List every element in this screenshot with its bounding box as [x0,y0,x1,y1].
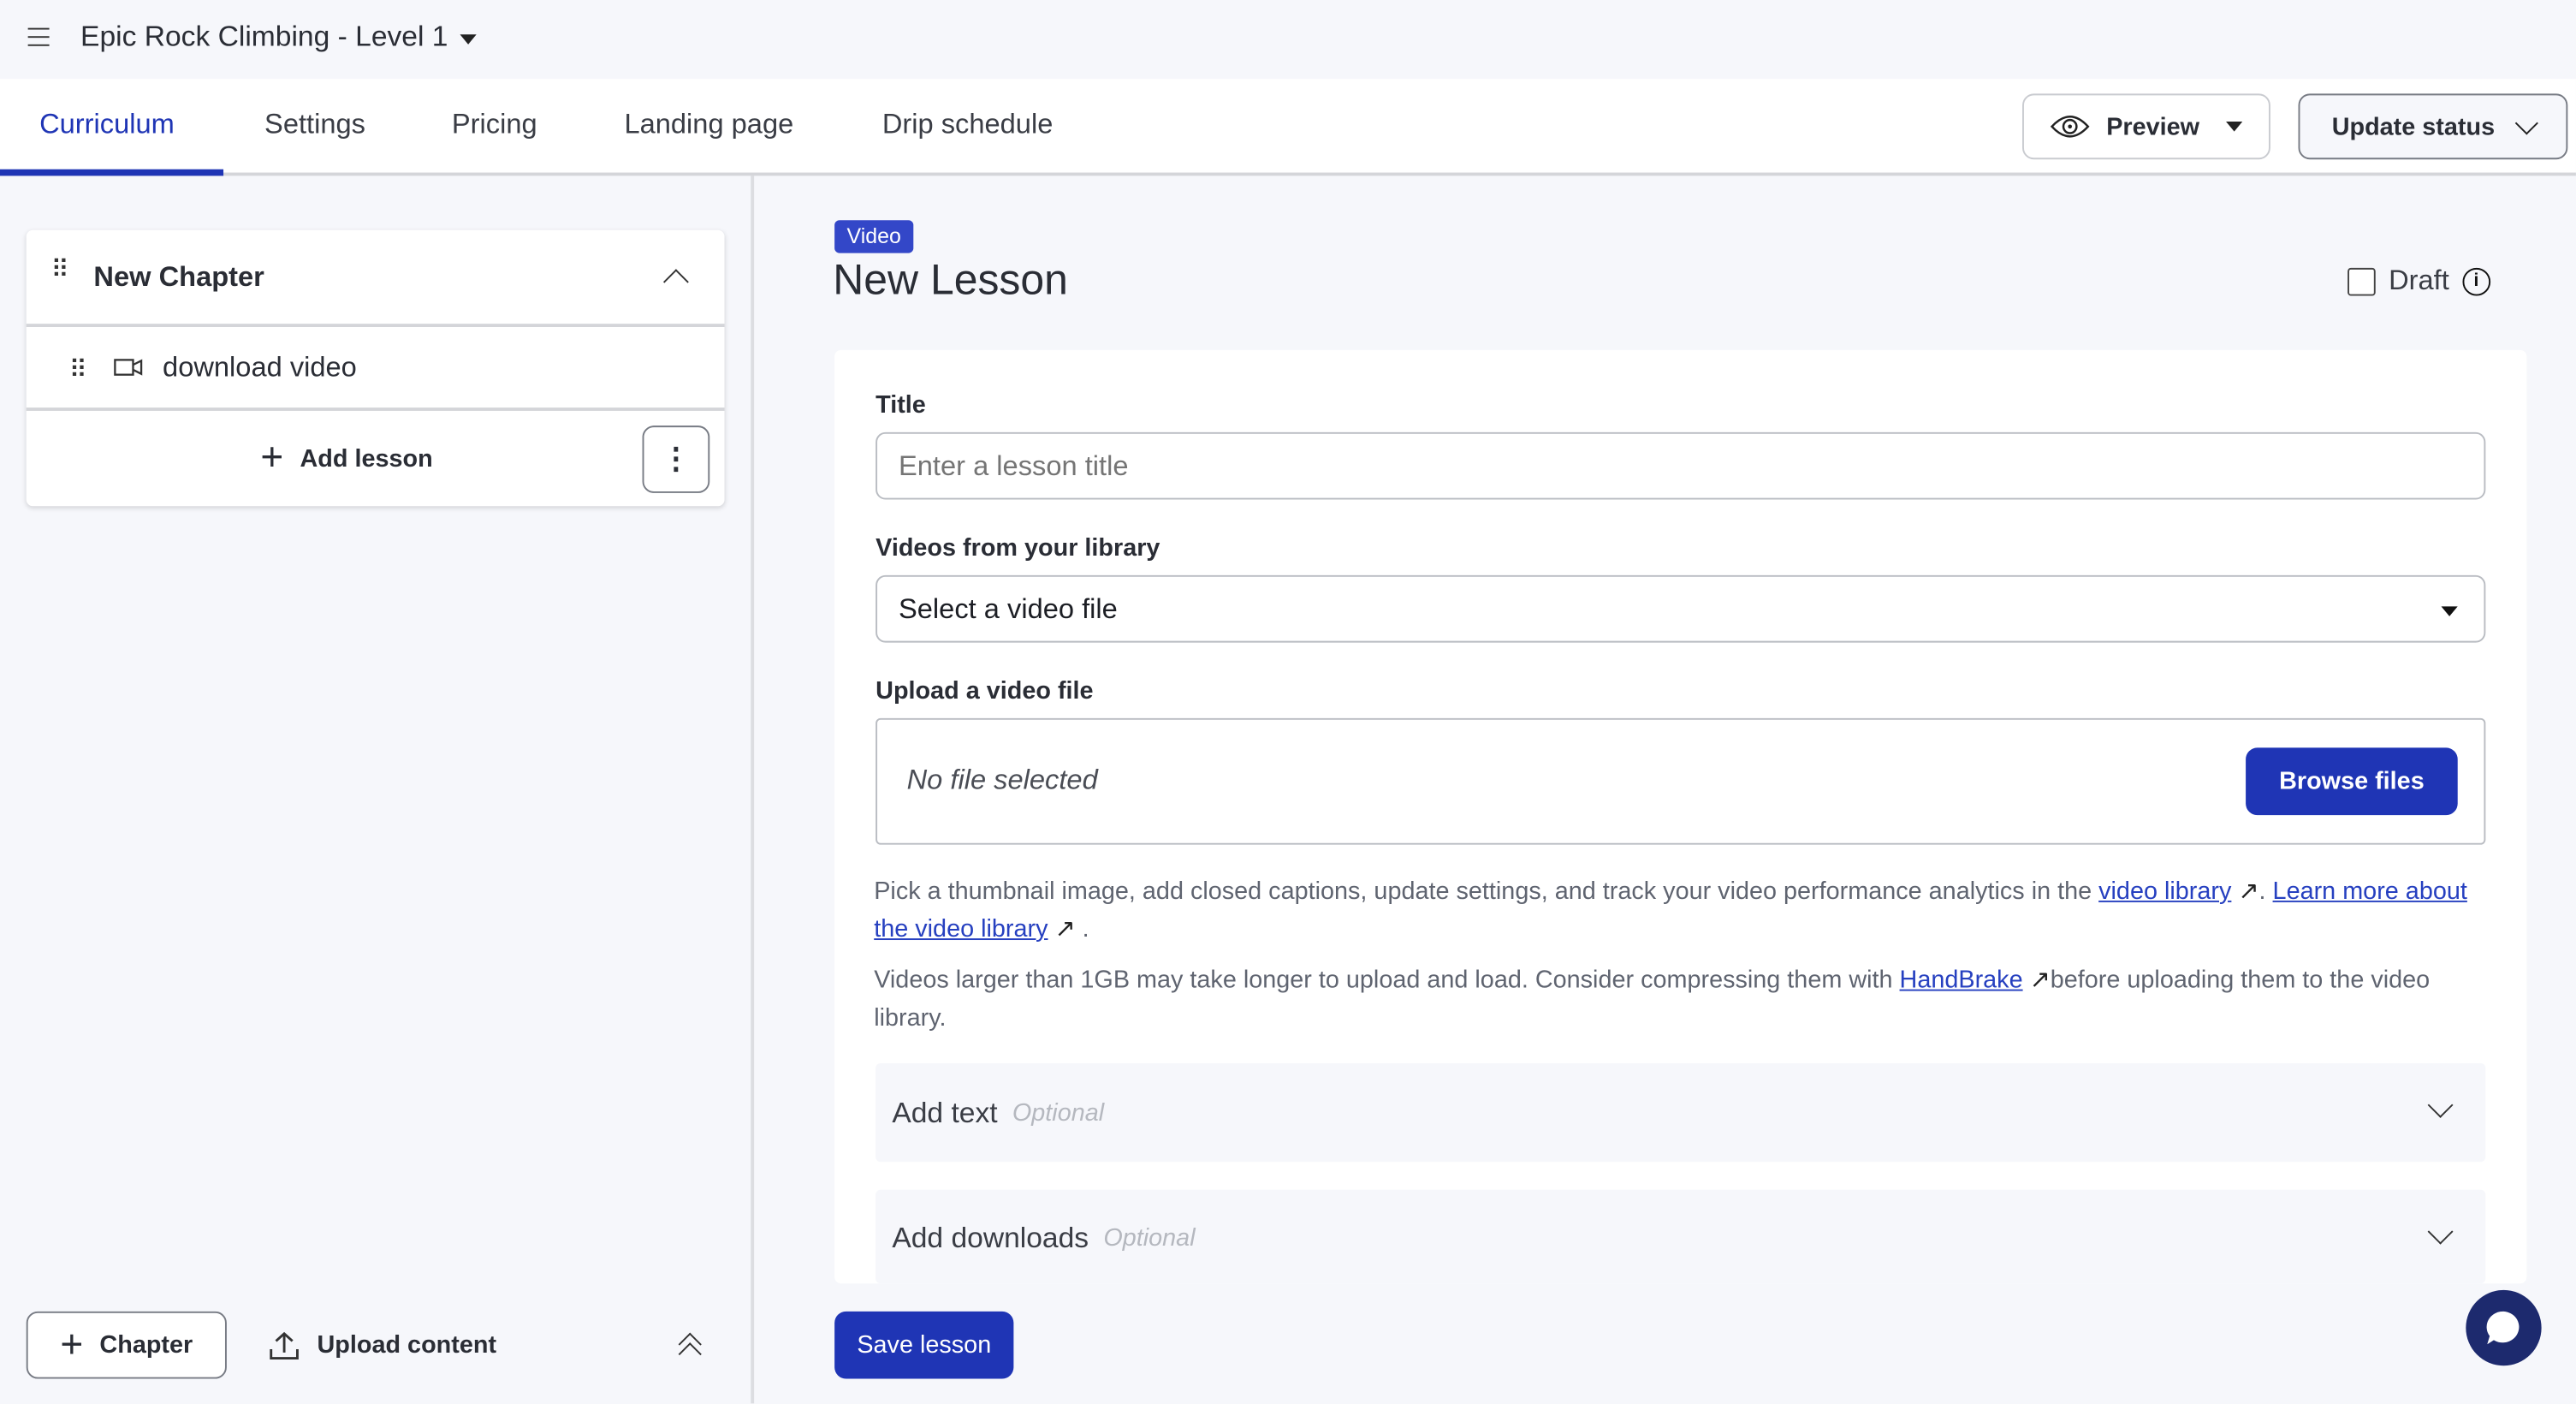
help-text: before uploading them to the video libra… [874,966,2431,1032]
lesson-title-input[interactable] [875,431,2486,500]
caret-down-icon [459,33,477,44]
drag-handle-icon[interactable]: ⠿ [50,256,69,285]
file-upload-box[interactable]: No file selected Browse files [875,717,2486,845]
hamburger-icon[interactable] [27,27,50,46]
course-title: Epic Rock Climbing - Level 1 [80,20,448,53]
lesson-heading: New Lesson [833,254,1068,305]
add-chapter-label: Chapter [99,1330,193,1359]
draft-label: Draft [2389,265,2449,296]
upload-icon [270,1330,299,1359]
tab-landing-page[interactable]: Landing page [624,108,794,140]
upload-label: Upload a video file [875,676,1094,705]
active-tab-indicator [0,169,224,176]
add-lesson-button[interactable]: + Add lesson [223,431,470,486]
eye-icon [2051,116,2090,138]
library-help-text: Pick a thumbnail image, add closed capti… [874,872,2492,948]
library-selected-value: Select a video file [899,592,1118,624]
save-lesson-button[interactable]: Save lesson [834,1311,1014,1379]
update-status-button[interactable]: Update status [2298,93,2568,160]
title-label: Title [875,390,926,419]
chat-bubble-icon [2486,1311,2520,1345]
chapter-title: New Chapter [93,261,264,293]
chevron-down-icon [2514,110,2538,134]
update-status-label: Update status [2331,112,2496,141]
plus-icon: + [260,435,284,480]
caret-down-icon [2225,122,2242,132]
chapter-header[interactable]: ⠿ New Chapter [26,230,725,328]
add-chapter-button[interactable]: + Chapter [26,1311,227,1379]
video-camera-icon [114,359,143,376]
help-text: . [1082,915,1089,943]
handbrake-link[interactable]: HandBrake [1899,966,2023,995]
tab-curriculum[interactable]: Curriculum [39,108,175,140]
info-icon[interactable]: i [2462,266,2490,295]
lesson-row[interactable]: ⠿ download video [26,327,725,411]
add-downloads-label: Add downloads [892,1221,1089,1254]
no-file-text: No file selected [906,764,1098,796]
drag-handle-icon[interactable]: ⠿ [68,356,87,385]
preview-button[interactable]: Preview [2022,93,2270,160]
browse-files-button[interactable]: Browse files [2246,747,2458,816]
add-text-label: Add text [892,1095,998,1128]
video-library-select[interactable]: Select a video file [875,574,2486,643]
course-selector[interactable]: Epic Rock Climbing - Level 1 [80,20,477,54]
upload-content-label: Upload content [317,1330,497,1359]
size-help-text: Videos larger than 1GB may take longer t… [874,961,2492,1037]
optional-label: Optional [1103,1224,1196,1252]
draft-checkbox[interactable] [2347,266,2376,295]
learn-more-link[interactable]: Learn more about the video library [874,878,2467,943]
video-library-link[interactable]: video library [2098,878,2232,906]
caret-down-icon [2441,606,2458,616]
help-text: Pick a thumbnail image, add closed capti… [874,878,2099,906]
plus-icon: + [60,1322,84,1367]
help-text: . [2258,878,2273,906]
library-label: Videos from your library [875,533,1160,562]
add-lesson-label: Add lesson [300,444,433,473]
tab-drip-schedule[interactable]: Drip schedule [881,108,1054,140]
tab-pricing[interactable]: Pricing [451,108,537,140]
external-link-icon: ↗ [2238,878,2259,906]
chat-support-button[interactable] [2466,1289,2542,1366]
upload-content-button[interactable]: Upload content [268,1312,496,1379]
curriculum-sidebar [0,176,755,1404]
help-text: Videos larger than 1GB may take longer t… [874,966,1900,995]
more-options-button[interactable]: ⋮ [642,425,710,493]
add-text-accordion[interactable]: Add text Optional [875,1062,2486,1163]
collapse-all-icon[interactable] [674,1328,706,1366]
external-link-icon: ↗ [2029,966,2051,995]
draft-toggle[interactable]: Draft i [2347,265,2490,297]
optional-label: Optional [1012,1098,1105,1127]
tab-bar: Curriculum Settings Pricing Landing page… [0,79,2576,176]
top-bar: Epic Rock Climbing - Level 1 [0,0,2576,80]
lesson-type-badge: Video [834,220,914,253]
chevron-down-icon [2427,1092,2454,1118]
chevron-down-icon [2427,1218,2454,1245]
chevron-up-icon[interactable] [662,269,689,295]
add-downloads-accordion[interactable]: Add downloads Optional [875,1189,2486,1284]
preview-label: Preview [2106,112,2200,141]
lesson-title: download video [163,351,357,384]
chapter-card: ⠿ New Chapter ⠿ download video + Add les… [26,229,725,507]
tab-settings[interactable]: Settings [264,108,365,140]
external-link-icon: ↗ [1054,915,1076,943]
